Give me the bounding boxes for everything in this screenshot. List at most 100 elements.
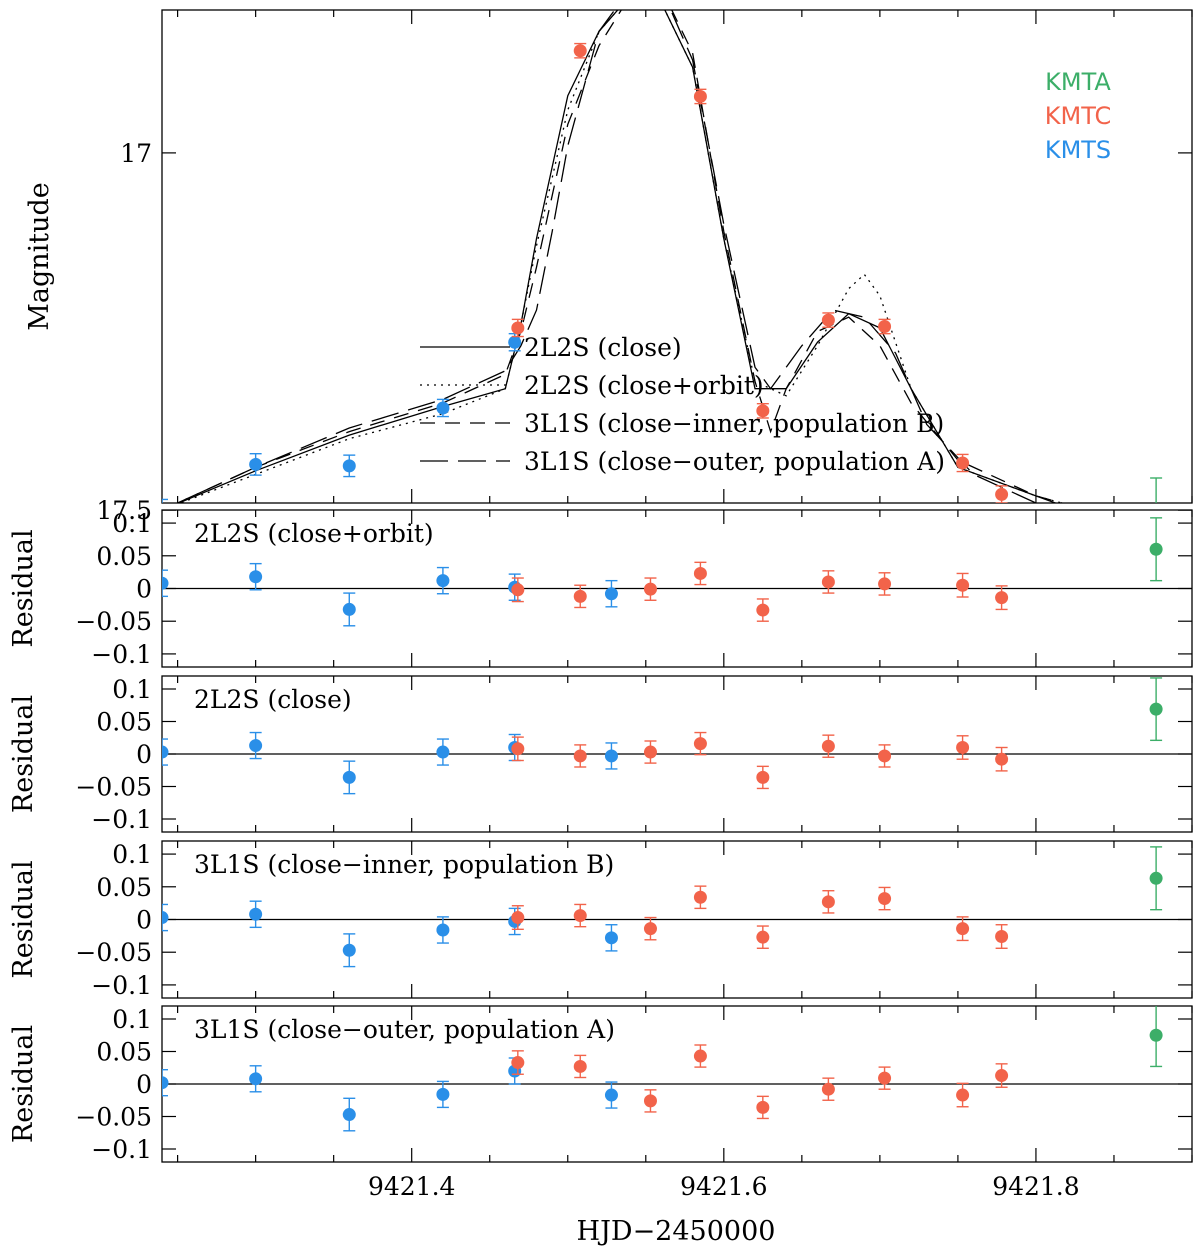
residual-points [162,846,1163,968]
data-point [756,925,770,949]
data-point [162,738,169,766]
residual-panel-close-inner: 0.1 0.05 0 −0.05 −0.1 Residual 3L1S (close−inn… [8,840,1193,1000]
data-point [693,885,707,910]
y-tick-label: −0.1 [91,805,152,834]
data-point [249,900,263,929]
residual-panel-close-orbit: 0.1 0.05 0 −0.05 −0.1 Residual 2L2S (close+orb… [8,509,1193,669]
data-point [604,924,618,952]
y-tick-label: −0.1 [91,640,152,669]
y-tick-label: 0.05 [96,708,152,737]
data-point [342,760,356,795]
data-point [878,1066,892,1090]
y-axis-label: Residual [8,1025,39,1143]
y-tick-label: −0.05 [75,773,152,802]
residual-points [162,517,1163,627]
data-point [643,916,657,941]
x-axis-label: HJD−2450000 [577,1216,776,1247]
data-point [995,485,1009,503]
dataset-legend-kmts: KMTS [1045,136,1111,164]
dataset-legend: KMTA KMTC KMTS [1045,68,1112,164]
y-tick-label: 0.05 [96,1038,152,1067]
data-point [1149,517,1163,582]
data-point [436,916,450,944]
data-point [878,572,892,596]
model-curve [175,10,1039,503]
y-axis-label: Magnitude [24,182,55,331]
data-point [1149,1006,1163,1068]
data-point [995,746,1009,772]
data-point [436,566,450,595]
data-point [1149,677,1163,742]
y-tick-label: 0 [136,740,152,769]
data-point [643,1089,657,1113]
x-tick-label: 9421.6 [680,1172,767,1201]
data-point [821,312,835,328]
residual-panel-title: 3L1S (close−inner, population B) [194,850,614,879]
data-point [1149,846,1163,911]
y-tick-label: 0 [136,906,152,935]
data-point [878,886,892,911]
y-tick-label: 0.1 [112,509,152,538]
lightcurve-points [162,0,1163,503]
data-point [693,1044,707,1068]
data-point [756,765,770,790]
legend-entry-label: 2L2S (close+orbit) [524,371,764,400]
y-tick-label: 0 [136,1070,152,1099]
data-point [511,736,525,762]
data-point [693,561,707,586]
data-point [436,398,450,418]
data-point [1150,477,1163,503]
data-point [605,0,618,8]
data-point [573,584,587,609]
data-point [878,744,892,768]
data-point [821,734,835,758]
residual-panel-title: 2L2S (close+orbit) [194,519,434,548]
legend-entry-label: 3L1S (close−outer, population A) [524,447,945,476]
data-point [249,562,263,591]
y-tick-label: 0.1 [112,675,152,704]
model-curve [177,10,1058,503]
data-point [342,454,356,478]
model-legend: 2L2S (close) 2L2S (close+orbit) 3L1S (clos… [420,333,945,476]
data-point [573,42,587,59]
residual-panel-title: 3L1S (close−outer, population A) [194,1015,615,1044]
y-axis-label: Residual [8,529,39,647]
y-tick-label: −0.05 [75,1103,152,1132]
data-point [436,738,450,766]
residual-panel-close-outer: 9421.4 9421.6 9421.8 0.1 0.05 0 −0.05 −0.1 Resid… [8,1005,1193,1201]
legend-entry-label: 2L2S (close) [524,333,682,362]
dataset-legend-kmtc: KMTC [1045,102,1111,130]
data-point [573,1054,587,1079]
data-point [644,0,657,4]
data-point [821,1077,835,1101]
y-axis-label: Residual [8,695,39,813]
y-tick-label: −0.1 [91,971,152,1000]
data-point [995,1063,1009,1088]
data-point [511,318,525,338]
y-tick-label: 0.05 [96,542,152,571]
y-tick-label: −0.05 [75,607,152,636]
data-point [956,916,970,942]
data-point [821,890,835,914]
data-point [162,903,169,932]
data-point [342,592,356,627]
data-point [995,924,1009,949]
data-point [162,1068,169,1097]
legend-entry-label: 3L1S (close−inner, population B) [524,409,944,438]
y-tick-label: 0.1 [112,840,152,869]
data-point [821,570,835,594]
data-point [511,905,525,931]
model-curves [175,10,1065,503]
data-point [573,744,587,768]
data-point [878,318,892,335]
data-point [511,1050,525,1075]
residual-points [162,1006,1163,1132]
data-point [436,1080,450,1109]
plot-frame [161,9,1193,504]
y-tick-label: −0.05 [75,938,152,967]
data-point [604,742,618,770]
y-tick-label: 17 [120,139,152,168]
data-point [693,731,707,756]
data-point [162,498,168,503]
residual-points [162,677,1163,795]
